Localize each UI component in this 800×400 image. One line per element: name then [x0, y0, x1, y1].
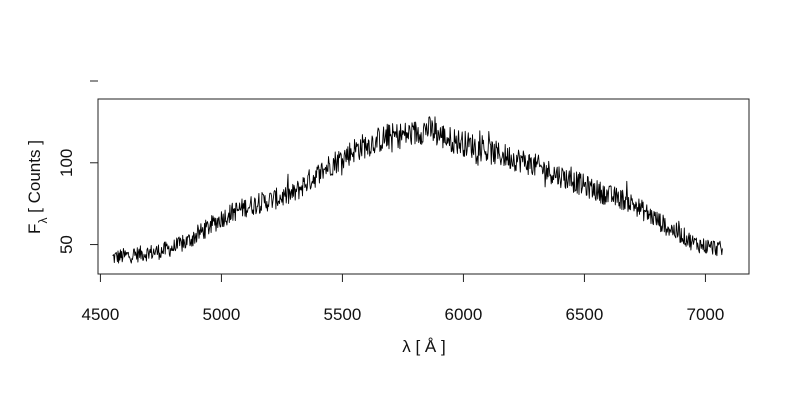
x-tick-label: 5000 [203, 305, 241, 324]
x-axis-title: λ [ Å ] [402, 337, 445, 356]
x-tick-label: 6500 [566, 305, 604, 324]
y-tick-label: 50 [57, 235, 76, 254]
x-tick-label: 5500 [324, 305, 362, 324]
plot-frame [97, 98, 750, 275]
y-tick-label: 100 [57, 149, 76, 177]
spectrum-series-line [112, 116, 723, 264]
x-tick-label: 7000 [687, 305, 725, 324]
y-axis-title-main: F [25, 224, 44, 234]
x-tick-label: 4500 [82, 305, 120, 324]
y-axis-title-unit: [ Counts ] [25, 140, 44, 217]
x-tick-label: 6000 [445, 305, 483, 324]
x-axis: 4500 5000 5500 6000 6500 7000 [82, 274, 725, 324]
y-axis: 50 100 [57, 80, 98, 254]
y-axis-title-subscript: λ [36, 218, 50, 224]
y-axis-title: Fλ [ Counts ] [25, 140, 50, 234]
